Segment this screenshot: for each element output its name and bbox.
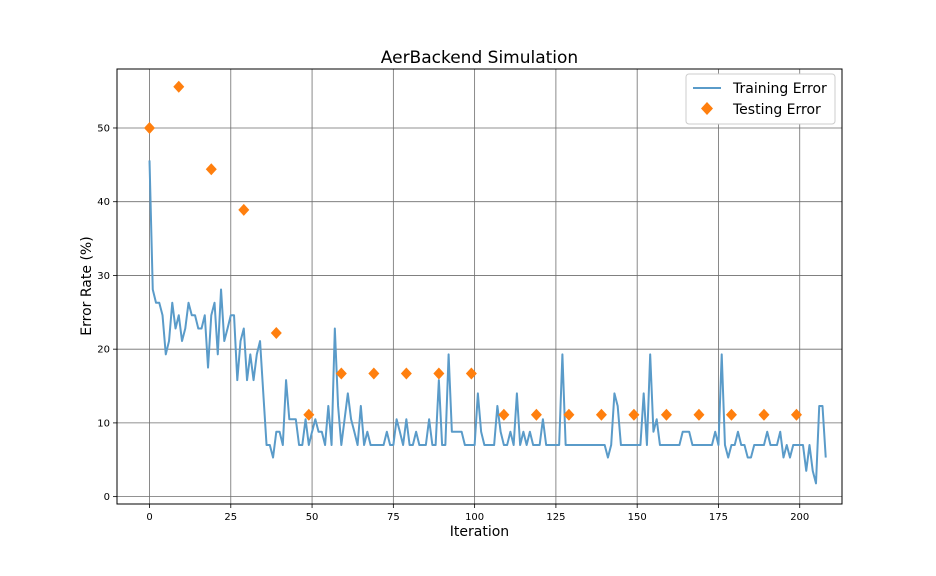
testing-error-marker <box>238 203 250 216</box>
y-tick-label: 20 <box>97 345 110 356</box>
testing-error-marker <box>563 408 575 421</box>
testing-error-marker <box>693 408 705 421</box>
y-tick-label: 0 <box>104 492 110 503</box>
training-error-line <box>148 160 827 485</box>
legend-training-label: Training Error <box>732 81 827 97</box>
x-tick-label: 125 <box>546 512 565 523</box>
x-tick-label: 200 <box>790 512 809 523</box>
legend-testing-diamond-swatch <box>701 102 713 115</box>
chart-title: AerBackend Simulation <box>381 48 578 68</box>
legend-testing-label: Testing Error <box>732 102 821 118</box>
testing-error-marker <box>400 367 412 380</box>
testing-error-marker <box>270 326 282 339</box>
legend: Training Error Testing Error <box>685 73 836 125</box>
x-axis-label: Iteration <box>450 524 509 540</box>
x-tick-label: 50 <box>306 512 319 523</box>
y-axis-label: Error Rate (%) <box>79 236 95 335</box>
y-tick-label: 40 <box>97 197 110 208</box>
testing-error-marker <box>498 408 510 421</box>
plot-area <box>117 69 842 504</box>
testing-error-marker <box>303 408 315 421</box>
testing-error-marker <box>660 408 672 421</box>
testing-error-marker <box>725 408 737 421</box>
testing-error-marker <box>173 80 185 93</box>
ticks: 0 25 50 75 100 125 150 175 200 0 10 20 30 40 50 <box>97 123 809 523</box>
testing-error-marker <box>465 367 477 380</box>
testing-error-marker <box>368 367 380 380</box>
y-tick-label: 30 <box>97 271 110 282</box>
y-tick-label: 50 <box>97 123 110 134</box>
testing-error-marker <box>758 408 770 421</box>
x-tick-label: 100 <box>465 512 484 523</box>
testing-error-marker <box>144 121 156 134</box>
legend-box <box>685 73 836 125</box>
x-tick-label: 175 <box>709 512 728 523</box>
x-tick-label: 25 <box>224 512 237 523</box>
testing-error-marker <box>335 367 347 380</box>
x-tick-label: 75 <box>387 512 400 523</box>
series-layer <box>144 80 827 485</box>
y-tick-label: 10 <box>97 418 110 429</box>
testing-error-marker <box>595 408 607 421</box>
testing-error-marker <box>433 367 445 380</box>
testing-error-marker <box>790 408 802 421</box>
testing-error-marker <box>628 408 640 421</box>
x-tick-label: 0 <box>146 512 152 523</box>
plot-frame <box>116 68 843 505</box>
x-tick-label: 150 <box>628 512 647 523</box>
testing-error-marker <box>530 408 542 421</box>
testing-error-marker <box>205 163 217 176</box>
